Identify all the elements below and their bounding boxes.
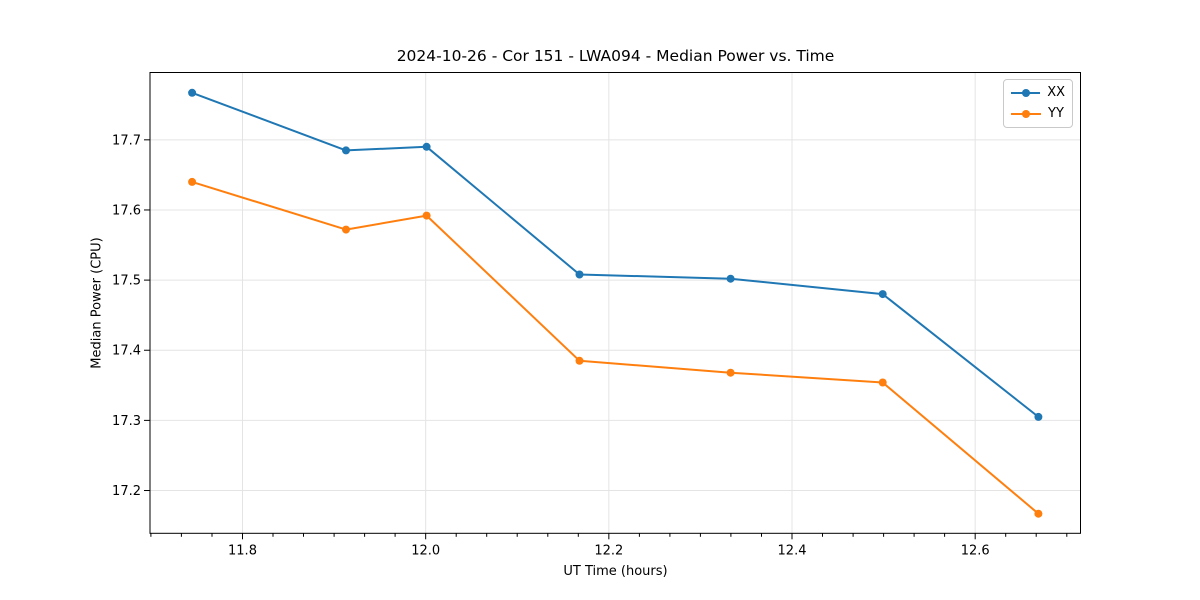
data-point-YY bbox=[422, 211, 431, 220]
y-tick-label: 17.5 bbox=[112, 274, 141, 289]
data-point-XX bbox=[726, 274, 735, 283]
x-tick-label: 11.8 bbox=[228, 544, 257, 559]
data-point-XX bbox=[188, 88, 197, 97]
series-YY bbox=[188, 177, 1043, 518]
legend-entry-XX: XX bbox=[1011, 85, 1065, 101]
x-tick-label: 12.4 bbox=[778, 544, 807, 559]
legend-line-marker-icon bbox=[1011, 110, 1041, 118]
data-point-XX bbox=[575, 270, 584, 279]
y-tick-label: 17.7 bbox=[112, 133, 141, 148]
y-tick-label: 17.4 bbox=[112, 344, 141, 359]
data-point-XX bbox=[422, 142, 431, 151]
x-axis: 11.8 12.0 12.2 12.4 12.6 bbox=[150, 533, 1068, 559]
legend-label: YY bbox=[1048, 106, 1064, 121]
x-axis-label: UT Time (hours) bbox=[563, 564, 668, 579]
data-point-XX bbox=[878, 290, 887, 299]
data-point-XX bbox=[342, 146, 350, 155]
legend-label: XX bbox=[1047, 85, 1065, 100]
data-point-YY bbox=[188, 177, 197, 186]
series-line-YY bbox=[191, 180, 1040, 515]
x-tick-label: 12.2 bbox=[594, 544, 623, 559]
data-point-YY bbox=[726, 368, 735, 377]
plot-border bbox=[149, 72, 1081, 534]
legend-entry-YY: YY bbox=[1011, 106, 1065, 122]
data-point-XX bbox=[1034, 412, 1043, 421]
legend-line-marker-icon bbox=[1011, 89, 1041, 97]
x-tick-label: 12.6 bbox=[961, 544, 990, 559]
series-line-XX bbox=[191, 91, 1040, 418]
data-point-YY bbox=[1034, 509, 1043, 518]
y-axis-label: Median Power (CPU) bbox=[89, 237, 105, 369]
data-point-YY bbox=[575, 356, 584, 365]
y-axis: 17.2 17.3 17.4 17.5 17.6 17.7 bbox=[112, 133, 150, 499]
y-tick-label: 17.6 bbox=[112, 203, 141, 218]
x-tick-label: 12.0 bbox=[411, 544, 440, 559]
data-point-YY bbox=[342, 225, 350, 234]
chart-title: 2024-10-26 - Cor 151 - LWA094 - Median P… bbox=[396, 47, 835, 65]
legend: XX YY bbox=[1003, 79, 1073, 128]
data-point-YY bbox=[878, 378, 887, 387]
y-tick-label: 17.3 bbox=[112, 414, 141, 429]
y-tick-label: 17.2 bbox=[112, 484, 141, 499]
gridlines bbox=[150, 72, 1081, 534]
series-XX bbox=[188, 88, 1043, 421]
